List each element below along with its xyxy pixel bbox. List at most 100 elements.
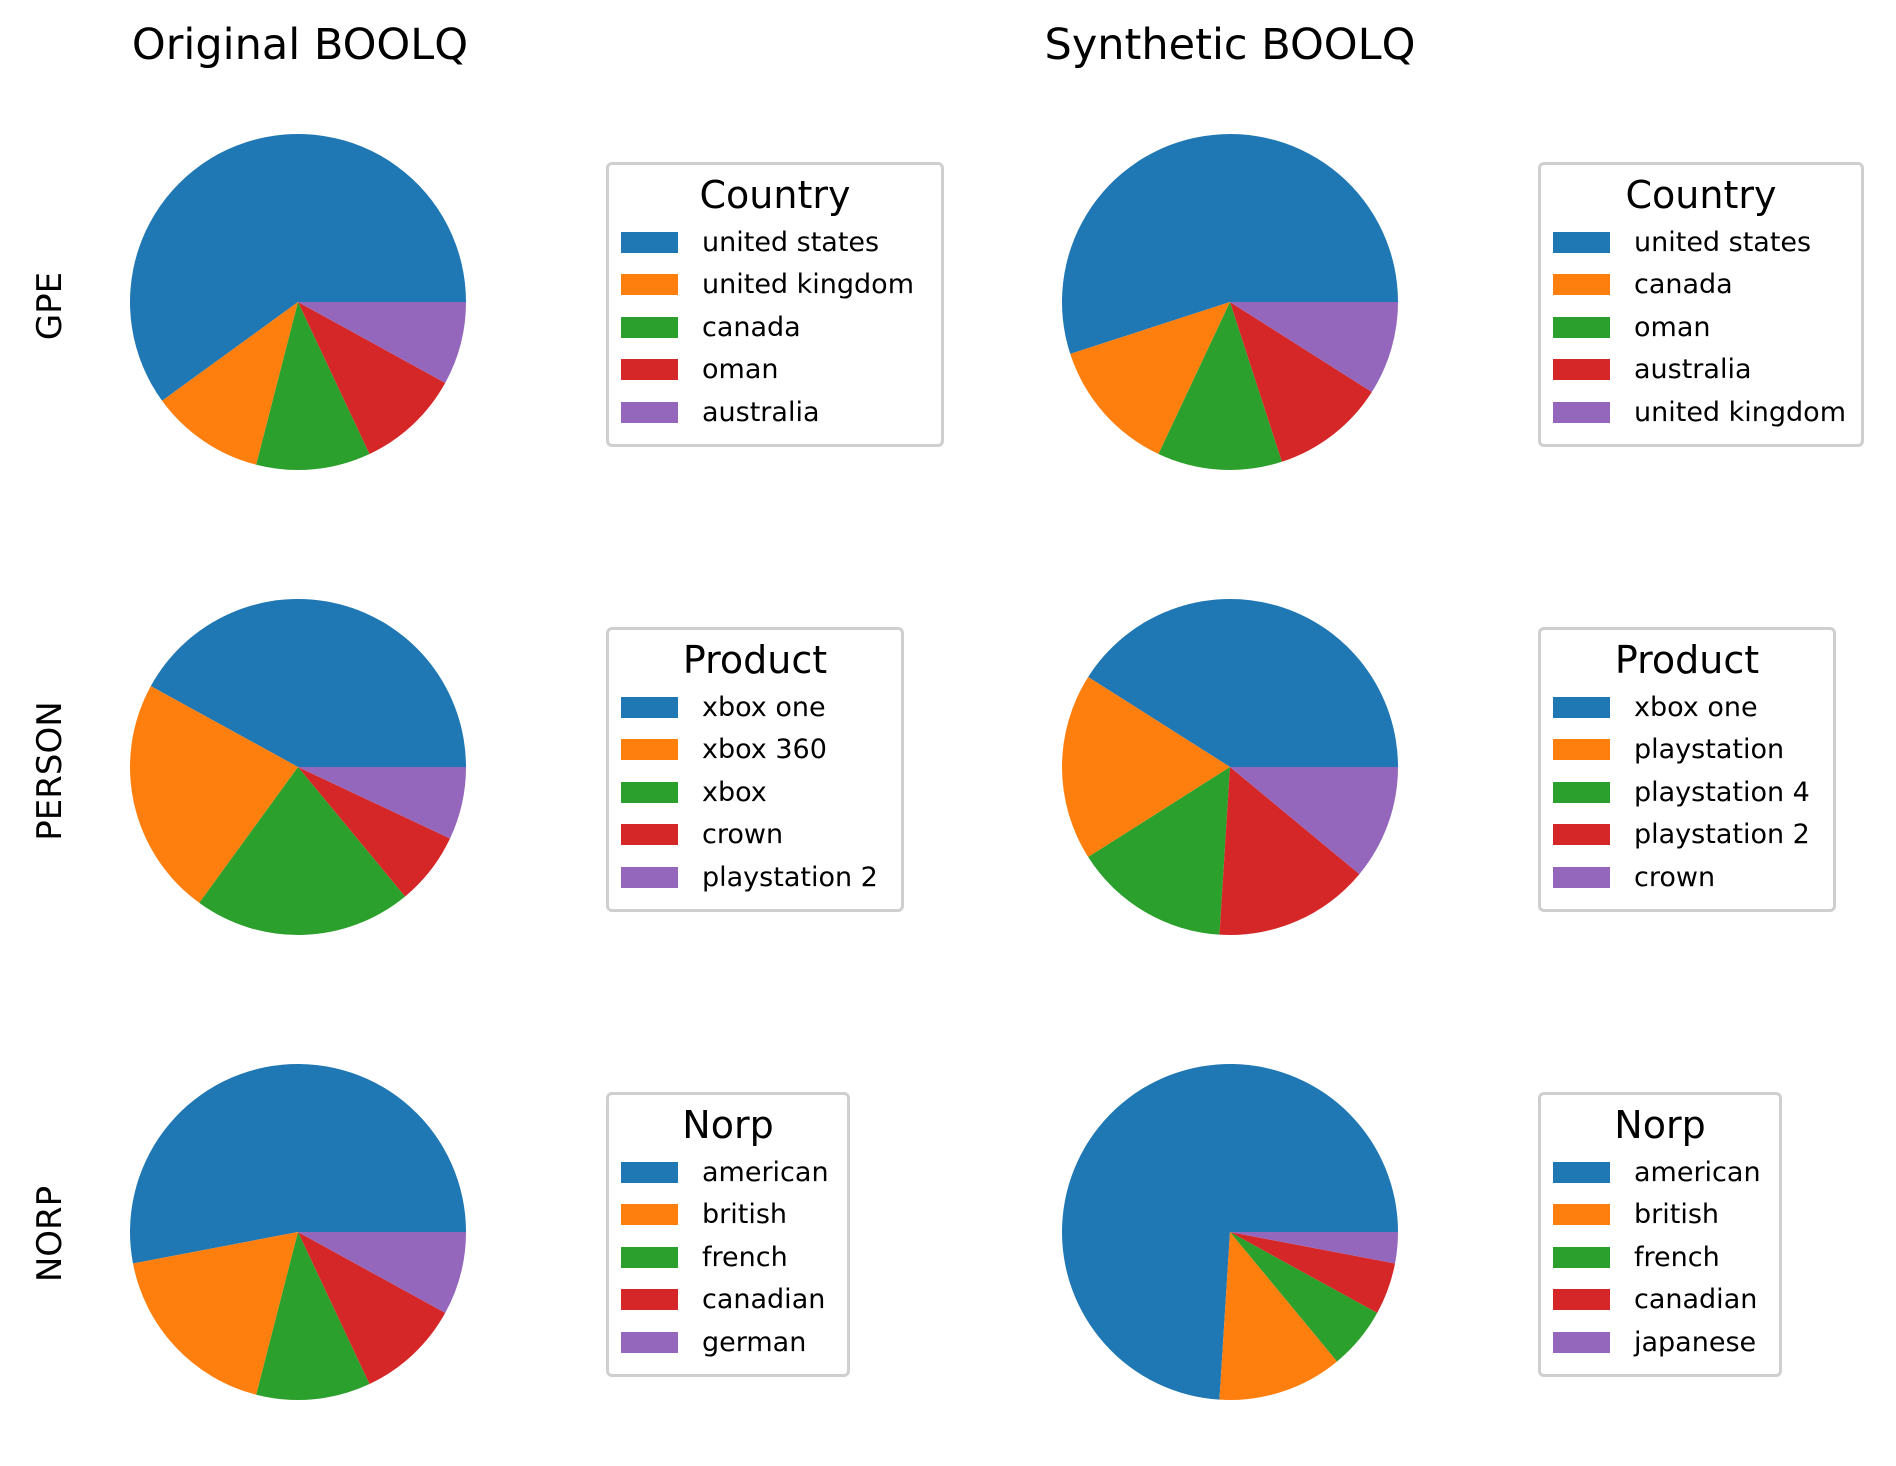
legend-item: united states <box>621 221 929 264</box>
legend-item: xbox one <box>1553 686 1821 729</box>
legend-item: french <box>621 1236 835 1279</box>
legend-title: Norp <box>1614 1103 1706 1147</box>
legend-swatch <box>621 316 678 338</box>
legend-label: xbox 360 <box>702 734 827 766</box>
legend-item: australia <box>621 391 929 434</box>
pie-slice-playstation-2 <box>298 767 467 839</box>
pie-slice-xbox-360 <box>130 686 298 903</box>
pie-slice-playstation-4 <box>1088 767 1230 935</box>
pie-slice-british <box>132 1232 298 1395</box>
legend-swatch <box>621 866 678 888</box>
legend-swatch <box>621 231 678 253</box>
pie-slice-canadian <box>1230 1232 1396 1313</box>
column-title-synthetic: Synthetic BOOLQ <box>1044 20 1416 70</box>
legend-label: united states <box>1634 226 1812 258</box>
pie-slice-crown <box>1230 767 1398 875</box>
legend-label: xbox one <box>702 691 826 723</box>
legend-label: british <box>702 1199 788 1231</box>
pie-slice-oman <box>298 302 446 455</box>
legend-label: french <box>702 1241 788 1273</box>
legend-3: Product xbox one playstation playstation 4 p… <box>1538 627 1836 912</box>
legend-label: united kingdom <box>702 269 914 301</box>
legend-item: canada <box>621 306 929 349</box>
pie-4 <box>130 1064 467 1401</box>
pie-2 <box>130 598 467 935</box>
pie-slice-united-states <box>1062 133 1398 354</box>
pie-slice-xbox-one <box>1088 599 1398 767</box>
legend-label: australia <box>1634 354 1752 386</box>
pie-slice-american <box>1061 1064 1398 1400</box>
legend-label: crown <box>702 819 784 851</box>
legend-swatch <box>1553 1204 1610 1226</box>
legend-swatch <box>1553 316 1610 338</box>
pie-slice-canadian <box>298 1232 446 1385</box>
pie-slice-oman <box>1158 302 1282 471</box>
legend-item: american <box>1553 1151 1767 1194</box>
legend-label: american <box>1634 1156 1761 1188</box>
legend-label: crown <box>1634 861 1716 893</box>
legend-5: Norp american british french canadian japanes… <box>1538 1092 1782 1377</box>
legend-swatch <box>621 359 678 381</box>
legend-4: Norp american british french canadian german <box>606 1092 850 1377</box>
legend-label: canadian <box>702 1284 826 1316</box>
pie-slice-playstation <box>1062 676 1230 858</box>
pie-slice-canada <box>1070 302 1230 455</box>
legend-item: crown <box>621 814 889 857</box>
legend-swatch <box>1553 696 1610 718</box>
legend-item: xbox 360 <box>621 729 889 772</box>
legend-label: american <box>702 1156 829 1188</box>
pie-slice-french <box>256 1232 370 1401</box>
legend-2: Product xbox one xbox 360 xbox crown playstat… <box>606 627 904 912</box>
legend-label: canadian <box>1634 1284 1758 1316</box>
pie-slice-australia <box>298 302 467 383</box>
legend-item: american <box>621 1151 835 1194</box>
legend-item: xbox one <box>621 686 889 729</box>
pie-slice-canada <box>256 302 370 471</box>
legend-item: oman <box>621 349 929 392</box>
legend-item: oman <box>1553 306 1849 349</box>
legend-label: playstation 4 <box>1634 776 1810 808</box>
legend-item: british <box>621 1194 835 1237</box>
pie-slice-british <box>1219 1232 1338 1400</box>
legend-item: united kingdom <box>1553 391 1849 434</box>
legend-label: xbox <box>702 776 767 808</box>
pie-slice-united-states <box>130 134 466 401</box>
legend-title: Norp <box>682 1103 774 1147</box>
legend-label: german <box>702 1326 807 1358</box>
legend-label: french <box>1634 1241 1720 1273</box>
pie-slice-united-kingdom <box>1230 302 1398 393</box>
legend-swatch <box>621 1331 678 1353</box>
legend-title: Country <box>1625 173 1777 217</box>
legend-swatch <box>621 1204 678 1226</box>
legend-item: australia <box>1553 349 1849 392</box>
legend-0: Country united states united kingdom canada… <box>606 162 944 447</box>
pie-slice-xbox <box>199 767 406 935</box>
pie-slice-german <box>298 1232 466 1313</box>
legend-swatch <box>1553 401 1610 423</box>
legend-label: oman <box>702 354 779 386</box>
legend-item: playstation 2 <box>621 856 889 899</box>
legend-swatch <box>1553 1246 1610 1268</box>
legend-swatch <box>1553 274 1610 296</box>
pie-slice-american <box>130 1064 467 1264</box>
legend-item: canadian <box>1553 1279 1767 1322</box>
legend-item: playstation 2 <box>1553 814 1821 857</box>
legend-swatch <box>1553 866 1610 888</box>
legend-item: german <box>621 1321 835 1364</box>
legend-item: united states <box>1553 221 1849 264</box>
legend-label: oman <box>1634 311 1711 343</box>
pie-slice-french <box>1230 1232 1378 1362</box>
pie-slice-playstation-2 <box>1219 767 1360 936</box>
pie-slice-united-kingdom <box>162 302 298 465</box>
legend-swatch <box>621 824 678 846</box>
pie-slice-xbox-one <box>150 598 467 767</box>
legend-swatch <box>621 1161 678 1183</box>
pie-slice-crown <box>298 767 451 897</box>
legend-swatch <box>1553 824 1610 846</box>
column-title-original: Original BOOLQ <box>131 20 469 70</box>
legend-1: Country united states canada oman australia u… <box>1538 162 1864 447</box>
legend-swatch <box>621 274 678 296</box>
pie-0 <box>130 134 467 471</box>
legend-label: australia <box>702 396 820 428</box>
